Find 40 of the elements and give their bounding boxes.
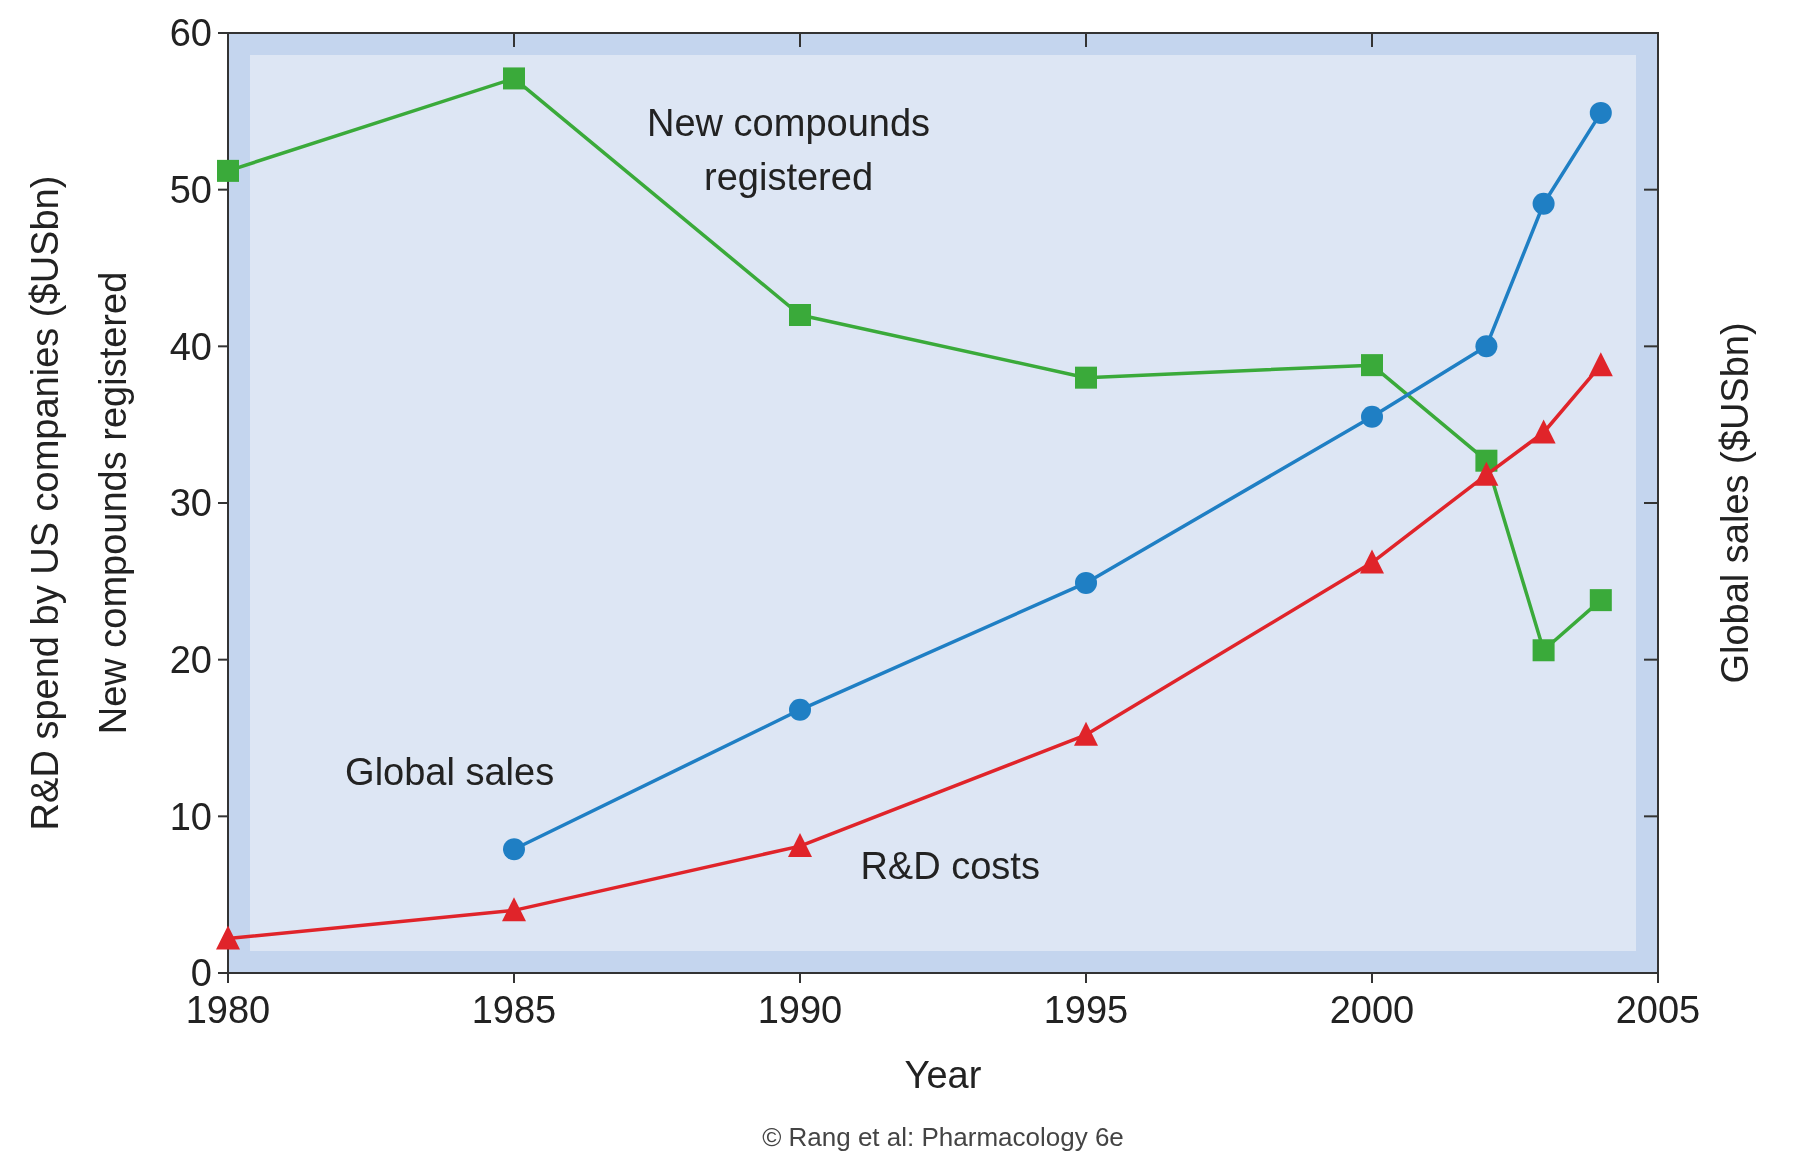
point bbox=[1075, 571, 1097, 594]
point bbox=[788, 833, 812, 858]
point bbox=[216, 925, 240, 950]
text: © Rang et al: Pharmacology 6e bbox=[762, 1122, 1124, 1152]
x-tick-label: 2005 bbox=[1615, 989, 1701, 1031]
point bbox=[1361, 405, 1383, 428]
y-tick-label: 10 bbox=[169, 795, 212, 838]
x-tick-label: 1985 bbox=[471, 989, 557, 1031]
y-tick-label: 60 bbox=[169, 12, 212, 55]
point bbox=[1532, 639, 1555, 662]
point bbox=[1474, 461, 1499, 486]
point bbox=[503, 838, 525, 861]
series-label: New compounds registered bbox=[647, 102, 931, 198]
y-tick-label: 40 bbox=[169, 325, 212, 368]
series-label: Global sales bbox=[345, 751, 555, 793]
series-label: R&D costs bbox=[860, 845, 1040, 887]
point bbox=[1074, 721, 1098, 746]
x-tick-label: 1990 bbox=[757, 989, 843, 1031]
point bbox=[1589, 589, 1612, 612]
point bbox=[789, 698, 811, 721]
point bbox=[1589, 101, 1612, 124]
x-tick-label: 1995 bbox=[1043, 989, 1129, 1031]
y-axis-title: R&D spend by US companies ($USbn) New compounds registered bbox=[24, 175, 134, 831]
y-tick-label: 50 bbox=[169, 168, 212, 211]
point bbox=[1588, 352, 1613, 377]
point bbox=[1360, 549, 1384, 574]
point bbox=[503, 67, 525, 90]
y2-axis-title: Global sales ($USbn) bbox=[1714, 322, 1756, 684]
point bbox=[1532, 192, 1555, 215]
y-tick-label: 30 bbox=[169, 482, 212, 525]
point bbox=[1475, 335, 1498, 358]
point bbox=[1531, 419, 1556, 444]
point bbox=[217, 159, 239, 182]
point bbox=[1361, 354, 1383, 377]
x-axis-title: Year bbox=[904, 1054, 982, 1096]
point bbox=[1075, 366, 1097, 389]
point bbox=[789, 304, 811, 326]
y-tick-label: 20 bbox=[169, 638, 212, 681]
point bbox=[502, 897, 526, 922]
x-tick-label: 2000 bbox=[1329, 989, 1415, 1031]
